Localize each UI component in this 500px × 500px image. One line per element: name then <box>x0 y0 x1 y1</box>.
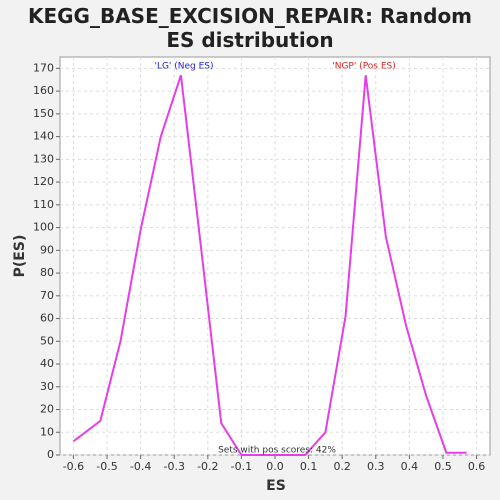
y-tick-label: 90 <box>40 243 54 256</box>
x-tick-label: 0.3 <box>367 460 385 473</box>
y-tick-label: 80 <box>40 266 54 279</box>
y-tick-label: 140 <box>33 130 54 143</box>
x-tick-label: -0.1 <box>231 460 252 473</box>
x-tick-label: 0.4 <box>401 460 419 473</box>
x-tick-label: -0.4 <box>130 460 151 473</box>
annotation: 'LG' (Neg ES) <box>154 62 213 72</box>
x-tick-label: -0.6 <box>63 460 84 473</box>
y-tick-label: 60 <box>40 312 54 325</box>
chart-title: KEGG_BASE_EXCISION_REPAIR: Random ES dis… <box>27 4 473 52</box>
x-tick-label: -0.3 <box>163 460 184 473</box>
y-tick-label: 170 <box>33 61 54 74</box>
annotation: Sets with pos scores: 42% <box>218 446 336 456</box>
y-tick-label: 160 <box>33 84 54 97</box>
x-tick-label: -0.5 <box>96 460 117 473</box>
y-tick-label: 130 <box>33 152 54 165</box>
x-axis-label: ES <box>266 478 286 494</box>
y-tick-label: 120 <box>33 175 54 188</box>
x-tick-label: 0.0 <box>266 460 284 473</box>
line <box>72 74 467 456</box>
x-tick-label: 0.6 <box>468 460 486 473</box>
x-tick-label: 0.1 <box>300 460 318 473</box>
y-tick-label: 10 <box>40 425 54 438</box>
y-tick-label: 20 <box>40 403 54 416</box>
y-tick-label: 50 <box>40 334 54 347</box>
y-tick-label: 150 <box>33 107 54 120</box>
y-tick-label: 0 <box>47 448 54 461</box>
y-tick-label: 70 <box>40 289 54 302</box>
y-axis-label: P(ES) <box>12 235 28 278</box>
y-tick-label: 100 <box>33 221 54 234</box>
y-tick-label: 30 <box>40 380 54 393</box>
annotation: 'NGP' (Pos ES) <box>332 62 396 72</box>
x-tick-label: 0.5 <box>434 460 452 473</box>
y-tick-label: 40 <box>40 357 54 370</box>
x-tick-label: 0.2 <box>333 460 351 473</box>
x-tick-label: -0.2 <box>197 460 218 473</box>
y-tick-label: 110 <box>33 198 54 211</box>
